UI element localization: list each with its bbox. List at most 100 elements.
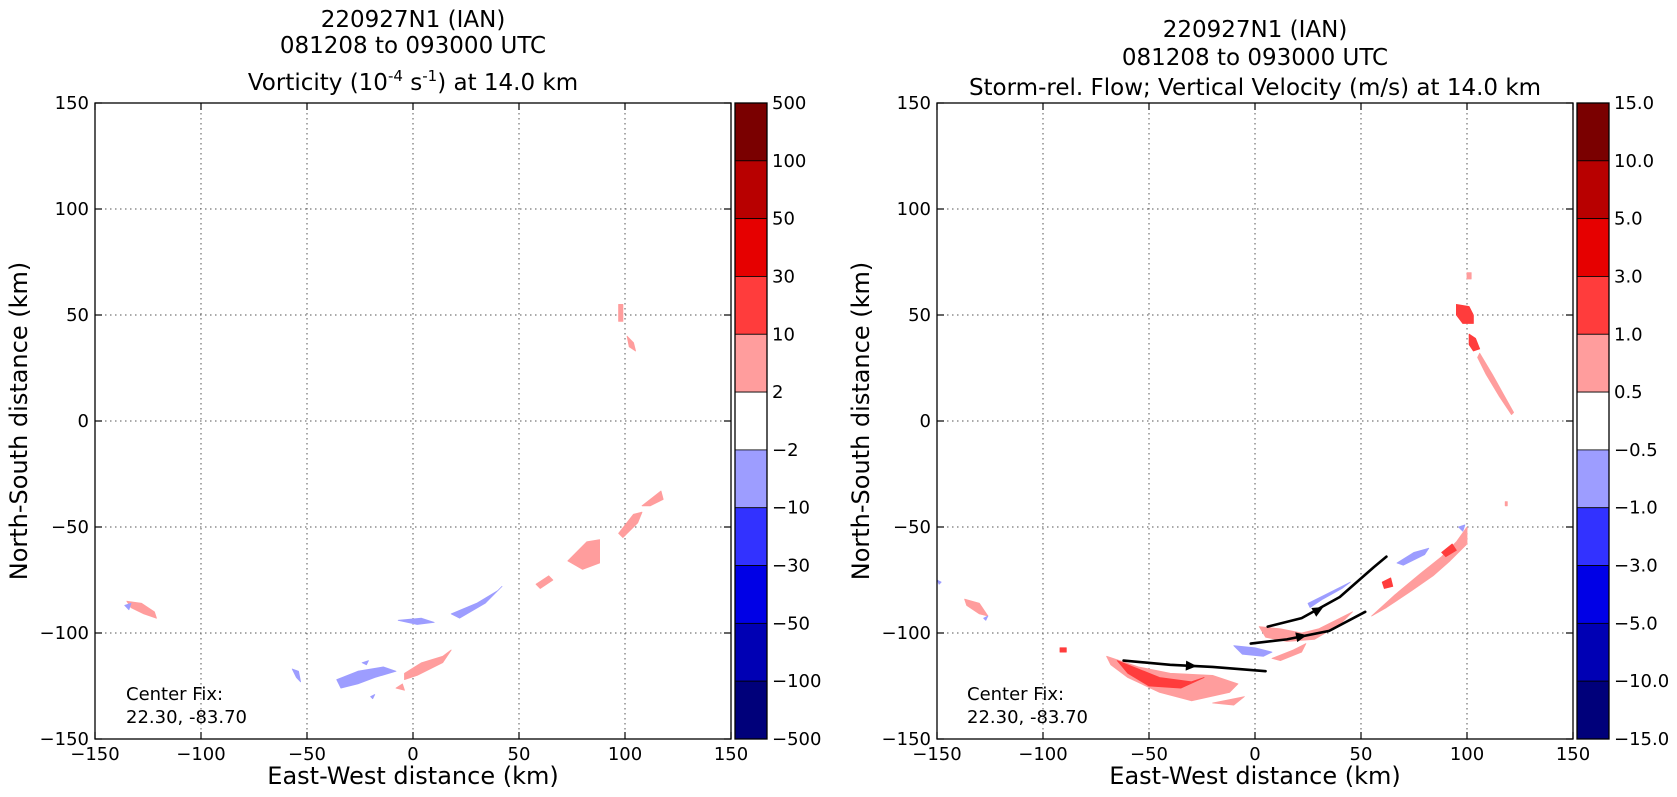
- y-tick-label: 50: [66, 305, 89, 326]
- negative-contour-region: [291, 668, 302, 683]
- y-axis-label: North-South distance (km): [5, 262, 33, 581]
- x-axis-label: East-West distance (km): [1109, 762, 1400, 790]
- center-fix-label: Center Fix:: [967, 684, 1064, 705]
- tick-marks: [94, 102, 732, 740]
- streamline-arrowhead: [1185, 660, 1197, 671]
- colorbar-label: 10: [772, 324, 795, 345]
- x-tick-label: −100: [1018, 744, 1067, 765]
- x-tick-label: 50: [1350, 744, 1373, 765]
- positive-contour-region: [404, 649, 452, 680]
- colorbar-label: 100: [772, 151, 806, 172]
- colorbar-label: 15.0: [1614, 93, 1654, 114]
- y-tick-label: 50: [908, 305, 931, 326]
- vertical-velocity-panel: 220927N1 (IAN) 081208 to 093000 UTC Stor…: [847, 17, 1669, 790]
- vorticity-panel: 220927N1 (IAN) 081208 to 093000 UTC Vort…: [5, 7, 821, 790]
- streamline: [1249, 610, 1367, 645]
- center-fix-value: 22.30, -83.70: [967, 707, 1088, 728]
- y-tick-label: 0: [920, 411, 931, 432]
- y-tick-label: −100: [40, 623, 89, 644]
- colorbar-label: −100: [772, 671, 821, 692]
- x-axis-label: East-West distance (km): [267, 762, 558, 790]
- x-tick-label: −150: [912, 744, 961, 765]
- x-tick-label: 100: [1450, 744, 1484, 765]
- x-tick-label: −100: [176, 744, 225, 765]
- negative-contour-region: [983, 615, 989, 621]
- positive-contour-region: [618, 511, 643, 538]
- colorbar-label: −30: [772, 556, 810, 577]
- colorbar-label: −2: [772, 440, 799, 461]
- tick-marks: [936, 102, 1574, 740]
- negative-contour-region: [361, 660, 369, 666]
- streamline-arrowhead: [1311, 607, 1324, 617]
- negative-contour-region: [1396, 547, 1430, 566]
- colorbar-label: −5.0: [1614, 613, 1658, 634]
- negative-contour-region: [336, 666, 397, 689]
- colorbar-swatch: [1576, 449, 1610, 509]
- colorbar-label: 1.0: [1614, 324, 1643, 345]
- y-tick-label: 150: [55, 93, 89, 114]
- colorbar-label: −1.0: [1614, 498, 1658, 519]
- x-tick-label: −50: [288, 744, 326, 765]
- x-tick-label: −50: [1130, 744, 1168, 765]
- panel-title-line-2: 081208 to 093000 UTC: [1122, 45, 1388, 71]
- positive-contour-region: [1468, 333, 1481, 352]
- grid: [95, 103, 731, 739]
- x-tick-labels: −150 −100 −50 0 50 100 150: [912, 744, 1590, 765]
- contour-fill-layer: [936, 272, 1514, 706]
- colorbar-swatch: [1576, 333, 1610, 393]
- y-tick-label: 150: [897, 93, 931, 114]
- negative-contour-region: [1307, 581, 1351, 608]
- colorbar: 15.0 10.0 5.0 3.0 1.0 0.5 −0.5 −1.0 −3.0 −5.0 −10.…: [1576, 93, 1669, 750]
- colorbar-swatch: [734, 333, 768, 393]
- colorbar-swatch: [734, 565, 768, 624]
- colorbar-swatch: [734, 680, 768, 740]
- positive-contour-region: [1381, 577, 1394, 589]
- colorbar-label: −500: [772, 729, 821, 750]
- negative-contour-region: [1233, 645, 1273, 657]
- x-tick-label: 150: [714, 744, 748, 765]
- streamline-arrowhead: [1295, 632, 1308, 643]
- x-tick-label: −150: [70, 744, 119, 765]
- colorbar-label: −10: [772, 498, 810, 519]
- colorbar-swatch: [734, 160, 768, 220]
- positive-contour-region: [1477, 352, 1514, 416]
- negative-contour-region: [397, 617, 435, 625]
- colorbar-swatch: [1576, 160, 1610, 220]
- positive-contour-region: [1504, 501, 1508, 507]
- positive-contour-region: [1456, 303, 1474, 324]
- colorbar-label: 500: [772, 93, 806, 114]
- positive-contour-region: [535, 575, 554, 589]
- negative-contour-region: [450, 586, 503, 619]
- colorbar-swatch: [1576, 622, 1610, 682]
- colorbar-label: 30: [772, 266, 795, 287]
- colorbar-label: −0.5: [1614, 440, 1658, 461]
- y-tick-labels: −150 −100 −50 0 50 100 150: [882, 93, 931, 750]
- y-tick-label: 0: [78, 411, 89, 432]
- colorbar-label: 0.5: [1614, 382, 1643, 403]
- colorbar-swatch: [734, 218, 768, 277]
- positive-contour-region: [626, 335, 636, 352]
- colorbar-swatch: [734, 391, 768, 451]
- positive-contour-region: [641, 490, 664, 507]
- positive-contour-region: [1371, 526, 1468, 617]
- colorbar-swatch: [1576, 507, 1610, 566]
- panel-title-line-2: 081208 to 093000 UTC: [280, 33, 546, 59]
- positive-contour-region: [1466, 272, 1472, 280]
- y-axis-label: North-South distance (km): [847, 262, 875, 581]
- y-tick-label: −100: [882, 623, 931, 644]
- negative-contour-region: [1458, 524, 1466, 532]
- colorbar-swatch: [1576, 276, 1610, 335]
- colorbar-label: −3.0: [1614, 556, 1658, 577]
- streamline: [1266, 555, 1388, 628]
- contour-fill-layer: [124, 303, 664, 700]
- x-tick-label: 0: [1249, 744, 1260, 765]
- panel-title-line-1: 220927N1 (IAN): [321, 7, 506, 33]
- y-tick-label: −150: [882, 729, 931, 750]
- y-tick-label: −50: [51, 517, 89, 538]
- positive-contour-region: [1059, 647, 1067, 653]
- positive-contour-region: [567, 539, 600, 570]
- x-tick-label: 50: [508, 744, 531, 765]
- positive-contour-region: [1106, 655, 1239, 702]
- colorbar-swatch: [734, 276, 768, 335]
